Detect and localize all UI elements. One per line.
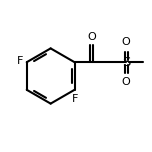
Text: O: O bbox=[87, 32, 96, 42]
Text: F: F bbox=[72, 93, 78, 104]
Text: S: S bbox=[122, 56, 130, 69]
Text: O: O bbox=[122, 77, 130, 87]
Text: F: F bbox=[17, 56, 23, 66]
Text: O: O bbox=[122, 37, 130, 47]
